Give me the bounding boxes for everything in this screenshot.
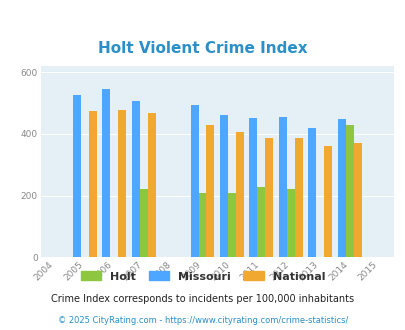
Bar bbox=[72, 95, 81, 257]
Bar bbox=[345, 125, 353, 257]
Bar bbox=[353, 143, 361, 257]
Bar bbox=[265, 138, 273, 257]
Bar bbox=[131, 101, 139, 257]
Bar bbox=[139, 189, 147, 257]
Bar bbox=[307, 128, 315, 257]
Text: Crime Index corresponds to incidents per 100,000 inhabitants: Crime Index corresponds to incidents per… bbox=[51, 294, 354, 304]
Bar bbox=[89, 112, 96, 257]
Bar bbox=[324, 146, 331, 257]
Bar bbox=[206, 125, 214, 257]
Text: © 2025 CityRating.com - https://www.cityrating.com/crime-statistics/: © 2025 CityRating.com - https://www.city… bbox=[58, 316, 347, 325]
Bar bbox=[118, 111, 126, 257]
Bar bbox=[190, 105, 198, 257]
Text: Holt Violent Crime Index: Holt Violent Crime Index bbox=[98, 41, 307, 56]
Bar bbox=[235, 132, 243, 257]
Bar bbox=[286, 189, 294, 257]
Bar bbox=[257, 187, 265, 257]
Bar bbox=[278, 117, 286, 257]
Bar bbox=[337, 119, 345, 257]
Bar bbox=[102, 88, 110, 257]
Bar bbox=[294, 138, 302, 257]
Bar bbox=[227, 193, 235, 257]
Legend: Holt, Missouri, National: Holt, Missouri, National bbox=[81, 271, 324, 281]
Bar bbox=[147, 113, 155, 257]
Bar bbox=[220, 115, 227, 257]
Bar bbox=[249, 118, 257, 257]
Bar bbox=[198, 193, 206, 257]
